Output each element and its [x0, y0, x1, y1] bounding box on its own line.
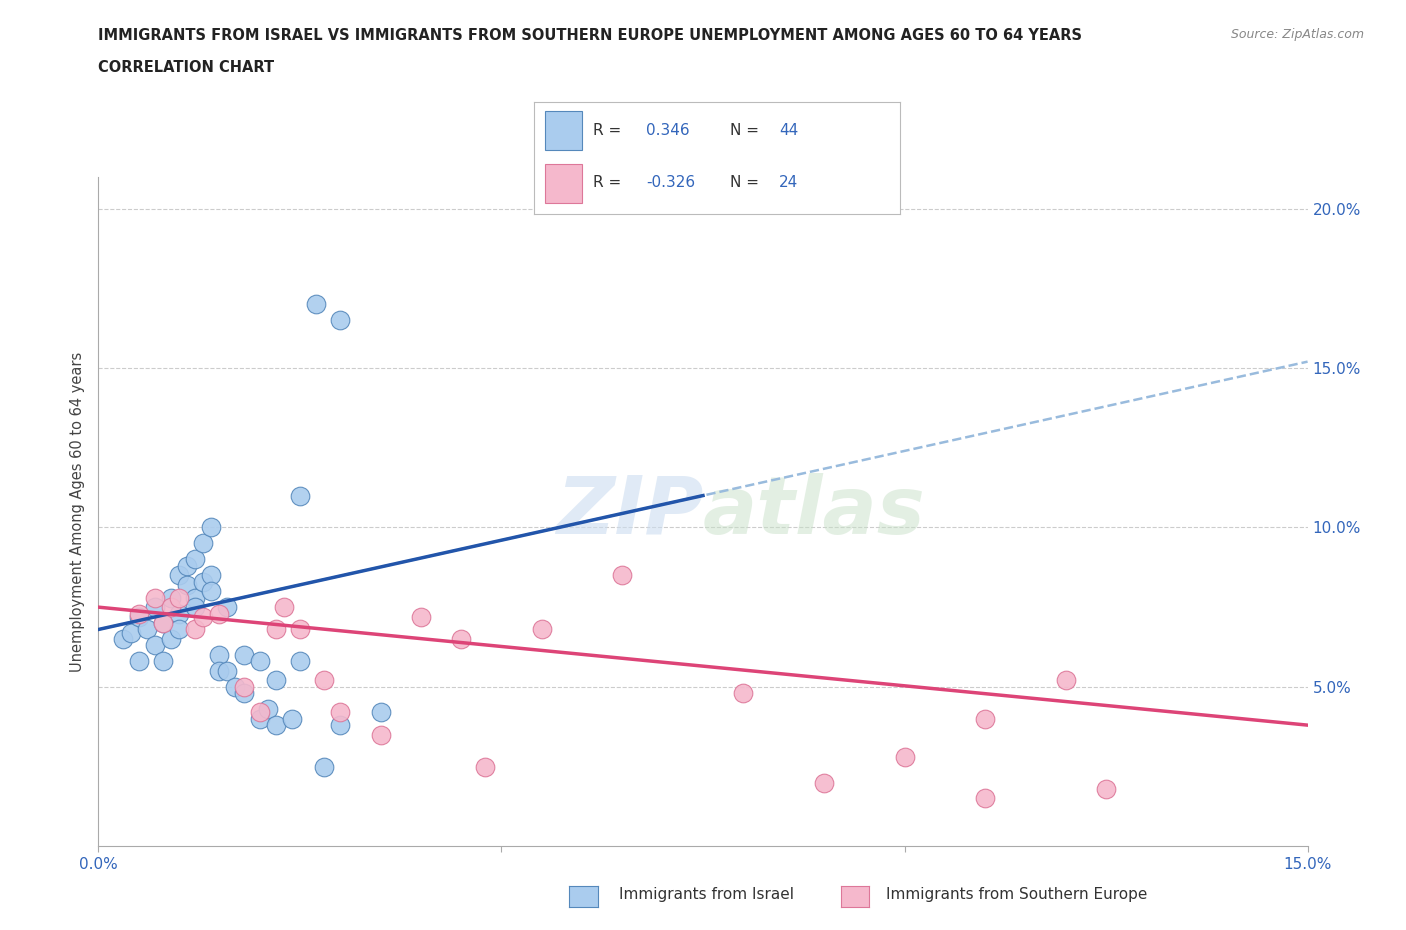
Point — [232, 680, 254, 695]
Point — [314, 673, 336, 688]
Point — [176, 558, 198, 573]
Point — [217, 600, 239, 615]
Point — [208, 606, 231, 621]
Text: 24: 24 — [779, 175, 799, 190]
Point — [288, 654, 311, 669]
Point — [176, 578, 198, 592]
Point — [193, 609, 215, 624]
Point — [160, 600, 183, 615]
Text: N =: N = — [730, 175, 763, 190]
Point — [193, 574, 215, 589]
Text: ZIP: ZIP — [555, 472, 703, 551]
Point — [200, 568, 222, 583]
Point — [200, 584, 222, 599]
Point — [167, 622, 190, 637]
Point — [152, 616, 174, 631]
Text: -0.326: -0.326 — [645, 175, 695, 190]
Point — [184, 622, 207, 637]
Text: N =: N = — [730, 124, 763, 139]
Text: Immigrants from Southern Europe: Immigrants from Southern Europe — [886, 887, 1147, 902]
Point — [314, 759, 336, 774]
Point — [232, 685, 254, 700]
Point — [1054, 673, 1077, 688]
Text: Immigrants from Israel: Immigrants from Israel — [619, 887, 793, 902]
Y-axis label: Unemployment Among Ages 60 to 64 years: Unemployment Among Ages 60 to 64 years — [70, 352, 86, 671]
Point — [143, 600, 166, 615]
Point — [264, 673, 287, 688]
Point — [370, 727, 392, 742]
Text: 44: 44 — [779, 124, 799, 139]
Point — [409, 609, 432, 624]
Point — [160, 631, 183, 646]
Point — [288, 488, 311, 503]
Point — [200, 520, 222, 535]
Point — [288, 622, 311, 637]
Point — [273, 600, 295, 615]
Point — [450, 631, 472, 646]
Point — [167, 591, 190, 605]
Point — [143, 638, 166, 653]
Point — [184, 600, 207, 615]
Bar — [546, 164, 582, 203]
Point — [612, 568, 634, 583]
Point — [184, 551, 207, 566]
Point — [224, 680, 246, 695]
Point — [208, 647, 231, 662]
Point — [184, 591, 207, 605]
Text: R =: R = — [593, 124, 626, 139]
Point — [370, 705, 392, 720]
Point — [474, 759, 496, 774]
Point — [193, 536, 215, 551]
Point — [128, 606, 150, 621]
Point — [167, 606, 190, 621]
Text: R =: R = — [593, 175, 626, 190]
Point — [249, 705, 271, 720]
Point — [120, 625, 142, 640]
Point — [111, 631, 134, 646]
Point — [1095, 781, 1118, 796]
Point — [232, 647, 254, 662]
Point — [329, 312, 352, 327]
Point — [249, 711, 271, 726]
Point — [893, 750, 915, 764]
Point — [249, 654, 271, 669]
Point — [264, 622, 287, 637]
Point — [305, 297, 328, 312]
Point — [135, 622, 157, 637]
Text: CORRELATION CHART: CORRELATION CHART — [98, 60, 274, 75]
Point — [152, 616, 174, 631]
Point — [264, 718, 287, 733]
Point — [281, 711, 304, 726]
Point — [256, 702, 278, 717]
Point — [974, 711, 997, 726]
Point — [128, 654, 150, 669]
Point — [530, 622, 553, 637]
Point — [128, 609, 150, 624]
Point — [329, 718, 352, 733]
Point — [974, 791, 997, 806]
Point — [167, 568, 190, 583]
Point — [152, 654, 174, 669]
Text: Source: ZipAtlas.com: Source: ZipAtlas.com — [1230, 28, 1364, 41]
Point — [329, 705, 352, 720]
Bar — [546, 112, 582, 151]
Text: IMMIGRANTS FROM ISRAEL VS IMMIGRANTS FROM SOUTHERN EUROPE UNEMPLOYMENT AMONG AGE: IMMIGRANTS FROM ISRAEL VS IMMIGRANTS FRO… — [98, 28, 1083, 43]
Point — [160, 591, 183, 605]
Text: 0.346: 0.346 — [645, 124, 689, 139]
Point — [733, 685, 755, 700]
Point — [208, 663, 231, 678]
Point — [813, 775, 835, 790]
Text: atlas: atlas — [703, 472, 925, 551]
Point — [143, 591, 166, 605]
Point — [217, 663, 239, 678]
